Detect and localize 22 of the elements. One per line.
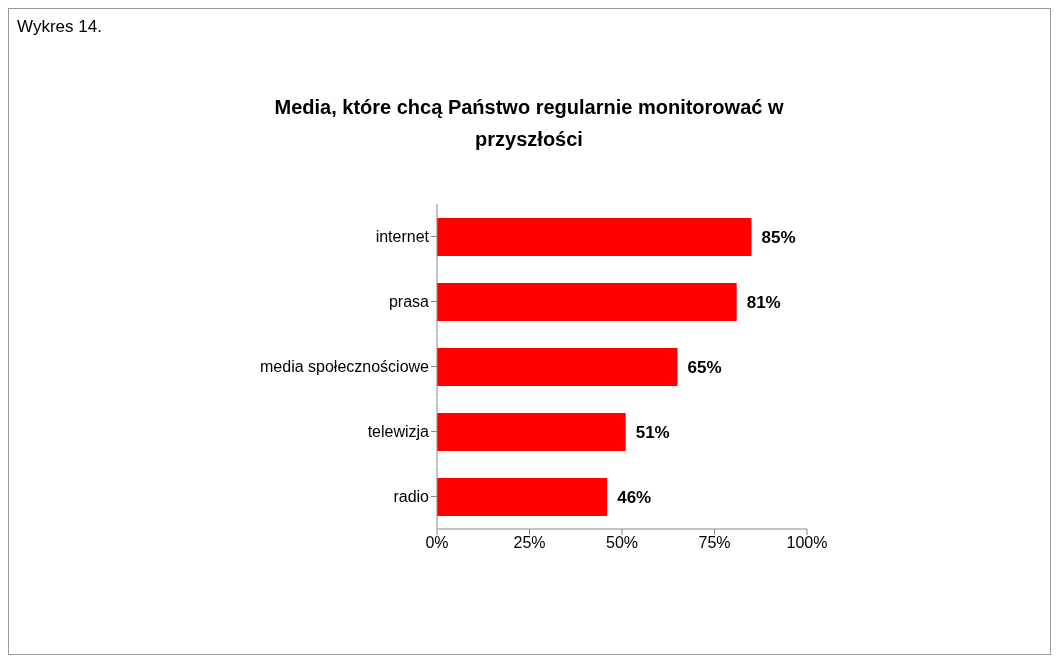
bar [437,348,678,386]
data-label: 85% [761,228,796,248]
data-label: 81% [746,293,781,313]
y-tick-label: telewizja [367,423,430,441]
bar [437,283,737,321]
data-label: 46% [617,488,652,508]
x-tick-label: 50% [605,534,639,552]
text: Wykres 14. [17,17,102,37]
y-tick-label: internet [375,228,430,246]
chart-title: Media, które chcą Państwo regularnie monitorować w przyszłości [273,95,785,152]
bar [437,478,608,516]
y-tick-label: radio [393,488,430,506]
x-tick-label: 75% [698,534,731,552]
x-tick-label: 25% [513,534,546,552]
x-tick-label: 0% [425,534,449,552]
y-tick-label: prasa [388,293,430,311]
bar [437,413,626,451]
x-tick-label: 100% [786,534,828,552]
y-tick-label: media społecznościowe [260,358,430,376]
data-label: 65% [687,358,722,378]
bar [437,218,752,256]
data-label: 51% [635,423,670,443]
